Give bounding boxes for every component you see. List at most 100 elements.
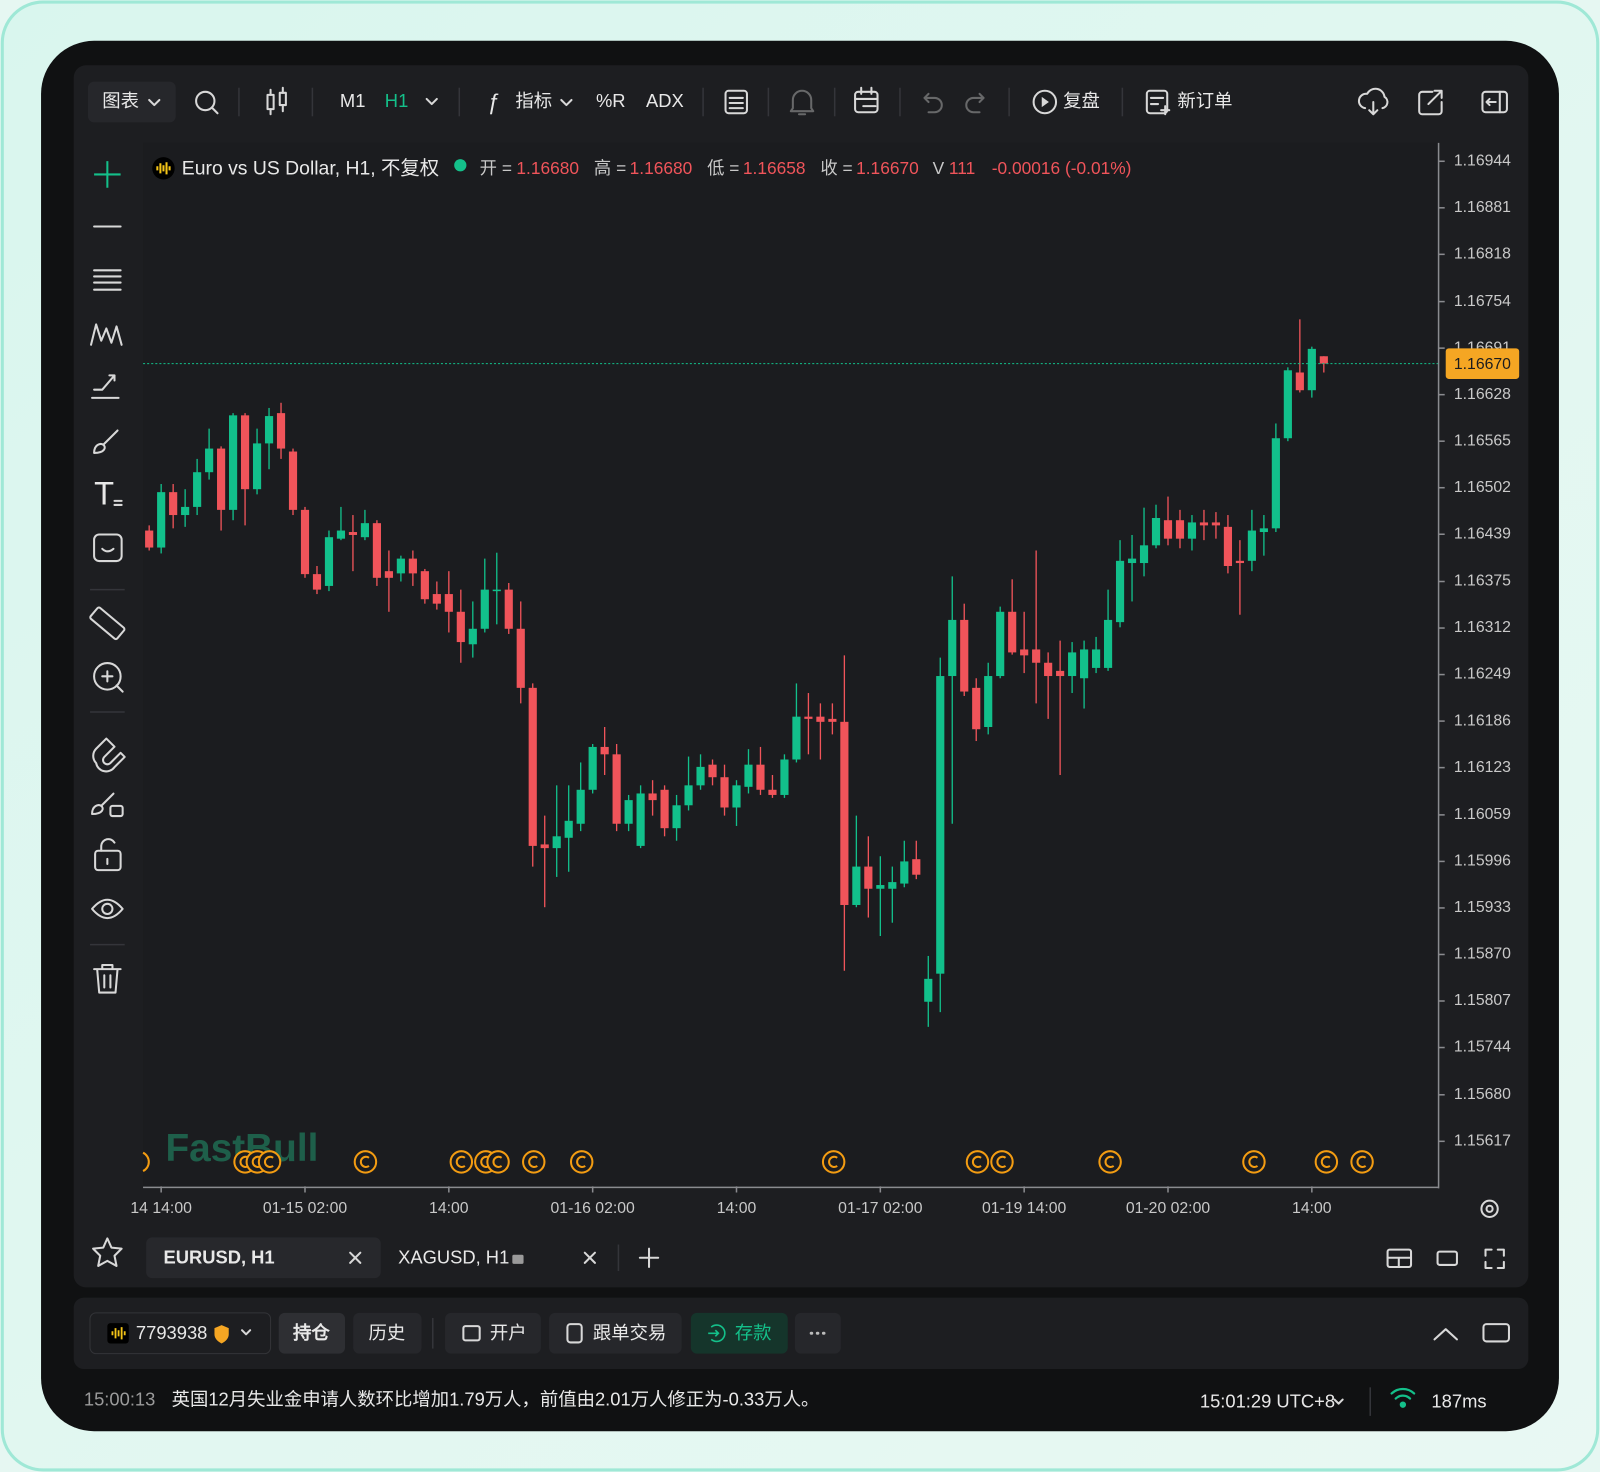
event-marker[interactable] xyxy=(1098,1150,1122,1174)
copy-trading-button[interactable] xyxy=(549,1312,682,1354)
copy-trading[interactable]: 跟单交易 xyxy=(593,1322,666,1343)
magnet-tool[interactable] xyxy=(92,737,126,773)
projection-tool[interactable] xyxy=(91,374,120,399)
event-marker[interactable] xyxy=(522,1150,546,1174)
event-marker[interactable] xyxy=(257,1150,282,1174)
expand-icon[interactable] xyxy=(1433,1328,1458,1341)
add-tab[interactable] xyxy=(638,1247,660,1268)
fullscreen-icon[interactable] xyxy=(1484,1248,1505,1270)
positions[interactable]: 持仓 xyxy=(293,1322,330,1343)
candle-body xyxy=(1056,670,1065,677)
account-id[interactable]: 7793938 xyxy=(136,1322,207,1343)
template-icon[interactable] xyxy=(724,89,748,115)
emoji-tool[interactable] xyxy=(93,533,123,563)
active-tab[interactable] xyxy=(146,1237,381,1279)
candle-body xyxy=(756,764,765,790)
timeframe[interactable]: M1 xyxy=(340,90,366,111)
event-marker[interactable] xyxy=(821,1150,846,1174)
event-circle xyxy=(990,1150,1014,1174)
candle-body xyxy=(480,589,489,629)
candle-body xyxy=(1211,522,1221,526)
replay[interactable]: 复盘 xyxy=(1063,90,1100,111)
event-marker[interactable] xyxy=(965,1150,990,1174)
undo-icon[interactable] xyxy=(923,92,943,114)
account-selector[interactable] xyxy=(89,1312,272,1355)
event-marker[interactable] xyxy=(353,1150,378,1174)
timeframe-active[interactable]: H1 xyxy=(385,90,408,111)
visibility-tool[interactable] xyxy=(91,898,124,920)
event-marker[interactable] xyxy=(1350,1150,1374,1174)
tab-close[interactable] xyxy=(349,1251,362,1264)
clock[interactable]: 15:01:29 UTC+8 xyxy=(1200,1390,1335,1411)
popout-icon[interactable] xyxy=(1418,89,1443,116)
event-marker[interactable] xyxy=(1314,1150,1339,1174)
candle-body xyxy=(252,443,262,490)
event-marker[interactable] xyxy=(449,1150,474,1174)
delete-tool[interactable] xyxy=(93,963,122,994)
sidebar-icon[interactable] xyxy=(1481,90,1508,114)
candle-type-icon[interactable] xyxy=(266,86,287,116)
chart-menu[interactable]: 图表 xyxy=(102,90,139,111)
history-button[interactable] xyxy=(353,1312,422,1354)
crosshair-tool[interactable] xyxy=(94,161,121,188)
x-tick-label: 14:00 xyxy=(717,1200,757,1217)
fx-icon[interactable]: ƒ xyxy=(487,89,499,114)
high-label: 高 = xyxy=(594,158,626,178)
cloud-icon[interactable] xyxy=(1357,87,1389,116)
candle-body xyxy=(720,777,729,808)
deposit[interactable]: 存款 xyxy=(735,1322,772,1343)
y-tick-label: 1.15744 xyxy=(1454,1039,1511,1056)
y-tick-label: 1.15617 xyxy=(1454,1132,1511,1149)
x-tick-label: 01-19 14:00 xyxy=(982,1200,1067,1217)
lock-drawings-tool[interactable] xyxy=(91,792,124,818)
x-tick-label: 14 14:00 xyxy=(130,1200,192,1217)
tab-title[interactable]: EURUSD, H1 xyxy=(163,1247,274,1268)
copy-trading-icon xyxy=(566,1323,583,1344)
indicators[interactable]: 指标 xyxy=(515,90,552,111)
event-marker[interactable] xyxy=(990,1150,1014,1174)
tab-title[interactable]: XAGUSD, H1 xyxy=(398,1247,509,1268)
window-icon[interactable] xyxy=(1436,1250,1458,1266)
pattern-tool[interactable] xyxy=(90,323,123,346)
new-order[interactable]: 新订单 xyxy=(1177,90,1232,111)
text-tool[interactable]: T xyxy=(94,474,114,511)
shortcut[interactable]: ADX xyxy=(646,90,684,111)
positions-button[interactable] xyxy=(278,1312,346,1354)
candle-body xyxy=(684,785,693,806)
chevron[interactable] xyxy=(425,97,438,106)
order-icon[interactable] xyxy=(1145,89,1171,116)
candle-body xyxy=(672,805,681,829)
redo-icon[interactable] xyxy=(965,92,985,114)
tab-close[interactable] xyxy=(583,1251,596,1264)
search-icon[interactable] xyxy=(195,90,219,115)
alert-icon[interactable] xyxy=(789,89,815,116)
brush-tool[interactable] xyxy=(93,429,119,454)
fib-tool[interactable] xyxy=(93,269,122,291)
low-label: 低 = xyxy=(707,158,739,178)
layout-icon[interactable] xyxy=(1386,1248,1413,1268)
chart-menu-button[interactable] xyxy=(87,81,176,123)
settings-icon[interactable] xyxy=(1480,1199,1499,1218)
news-ticker[interactable]: 英国12月失业金申请人数环比增加1.79万人，前值由2.01万人修正为-0.33… xyxy=(172,1388,820,1409)
open-account[interactable]: 开户 xyxy=(490,1322,527,1343)
lock-tool[interactable] xyxy=(94,838,122,872)
history[interactable]: 历史 xyxy=(368,1322,405,1343)
last-price-tag xyxy=(1445,348,1520,379)
zoom-tool[interactable] xyxy=(93,662,124,693)
event-marker[interactable] xyxy=(1242,1150,1266,1174)
replay-icon[interactable] xyxy=(1032,89,1058,115)
event-marker[interactable] xyxy=(486,1150,510,1174)
x-tick-label: 01-20 02:00 xyxy=(1126,1200,1211,1217)
shortcut[interactable]: %R xyxy=(596,90,626,111)
event-marker[interactable] xyxy=(569,1150,594,1174)
ruler-tool[interactable] xyxy=(89,606,126,641)
deposit-button[interactable] xyxy=(690,1312,788,1354)
candle-body xyxy=(1115,560,1125,623)
event-circle xyxy=(353,1150,378,1174)
open-account-button[interactable] xyxy=(445,1312,541,1354)
favorite-icon[interactable] xyxy=(92,1237,123,1267)
candle-body xyxy=(1307,348,1316,391)
panel-icon[interactable] xyxy=(1482,1323,1510,1343)
calendar-icon[interactable] xyxy=(854,86,879,114)
event-glyph xyxy=(359,1155,370,1168)
